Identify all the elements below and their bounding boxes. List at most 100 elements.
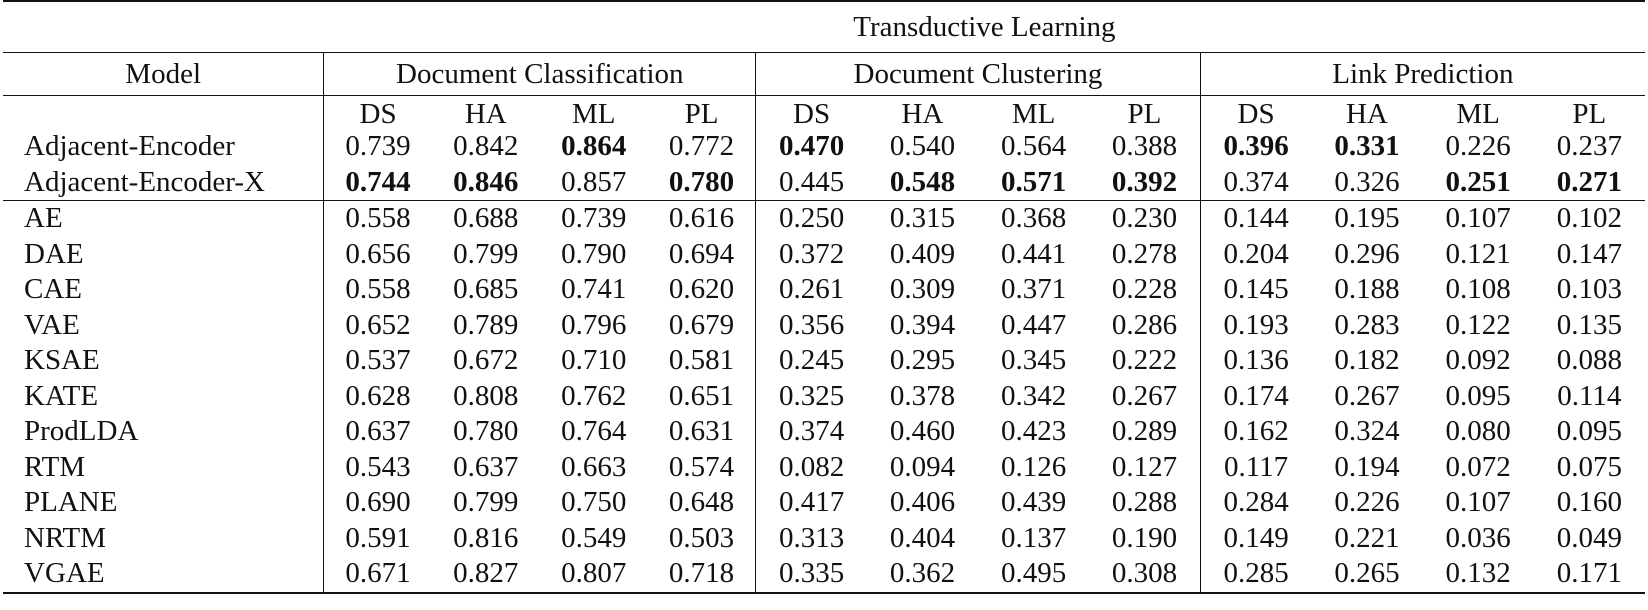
value-cell: 0.656 <box>323 236 432 272</box>
value-cell: 0.808 <box>453 379 519 412</box>
group-header-classification: Document Classification <box>323 52 756 96</box>
value-cell: 0.503 <box>668 521 735 554</box>
value-cell: 0.406 <box>889 486 956 519</box>
value-cell: 0.136 <box>1199 343 1312 379</box>
model-name-cell: NRTM <box>24 521 107 554</box>
value-cell: 0.114 <box>1557 379 1622 412</box>
value-cell: 0.637 <box>323 414 432 450</box>
value-cell: 0.267 <box>1334 379 1400 412</box>
value-cell: 0.423 <box>1000 415 1067 448</box>
value-cell: 0.417 <box>755 485 867 521</box>
value-cell: 0.807 <box>539 556 648 594</box>
value-cell: 0.221 <box>1334 521 1400 554</box>
value-cell: 0.495 <box>978 556 1090 594</box>
table-row: NRTM 0.591 0.816 0.549 0.503 0.313 0.404 0.137 0… <box>3 520 1645 556</box>
table-title: Transductive Learning <box>323 0 1645 53</box>
value-cell: 0.289 <box>1111 415 1178 448</box>
value-cell: 0.739 <box>539 200 648 237</box>
value-cell: 0.628 <box>323 378 432 414</box>
value-cell: 0.371 <box>1000 273 1067 306</box>
model-name-cell: DAE <box>24 237 84 270</box>
value-cell: 0.750 <box>561 486 627 519</box>
value-cell: 0.409 <box>889 237 956 270</box>
value-cell: 0.392 <box>1111 165 1178 198</box>
value-cell: 0.374 <box>1199 164 1312 201</box>
value-cell: 0.145 <box>1199 272 1312 308</box>
value-cell: 0.631 <box>668 415 735 448</box>
value-cell: 0.663 <box>561 450 627 483</box>
value-cell: 0.132 <box>1422 556 1534 594</box>
value-cell: 0.648 <box>668 486 735 519</box>
value-cell: 0.671 <box>323 556 432 594</box>
value-cell: 0.108 <box>1445 273 1511 306</box>
value-cell: 0.121 <box>1445 237 1511 270</box>
value-cell: 0.190 <box>1111 521 1178 554</box>
value-cell: 0.237 <box>1556 130 1622 163</box>
value-cell: 0.103 <box>1556 273 1622 306</box>
value-cell: 0.285 <box>1199 556 1312 594</box>
value-cell: 0.251 <box>1445 165 1511 198</box>
value-cell: 0.226 <box>1334 486 1400 519</box>
metric-header: ML <box>572 98 616 130</box>
model-name-cell: VGAE <box>3 556 324 594</box>
metric-header: PL <box>1572 98 1607 130</box>
value-cell: 0.082 <box>755 449 867 485</box>
value-cell: 0.283 <box>1334 308 1400 341</box>
value-cell: 0.127 <box>1111 450 1178 483</box>
value-cell: 0.404 <box>889 521 956 554</box>
value-cell: 0.857 <box>561 165 627 198</box>
value-cell: 0.762 <box>561 379 627 412</box>
value-cell: 0.764 <box>561 415 627 448</box>
value-cell: 0.441 <box>1000 237 1067 270</box>
value-cell: 0.245 <box>755 343 867 379</box>
model-name-cell: KSAE <box>24 344 100 377</box>
table-row: Adjacent-Encoder-X 0.744 0.846 0.857 0.780 0.… <box>3 164 1645 201</box>
metric-header: PL <box>1127 98 1162 130</box>
value-cell: 0.226 <box>1445 130 1511 163</box>
value-cell: 0.092 <box>1445 344 1511 377</box>
value-cell: 0.309 <box>889 273 956 306</box>
value-cell: 0.162 <box>1199 414 1312 450</box>
value-cell: 0.267 <box>1111 379 1178 412</box>
value-cell: 0.308 <box>1089 556 1201 594</box>
table-row: ProdLDA 0.637 0.780 0.764 0.631 0.374 0.460 0.4… <box>3 414 1645 450</box>
table-row: PLANE 0.690 0.799 0.750 0.648 0.417 0.406 0.439… <box>3 485 1645 521</box>
value-cell: 0.741 <box>561 273 627 306</box>
value-cell: 0.790 <box>561 237 627 270</box>
value-cell: 0.072 <box>1445 450 1511 483</box>
model-name-cell: VAE <box>24 308 80 341</box>
value-cell: 0.789 <box>453 308 519 341</box>
value-cell: 0.195 <box>1311 200 1423 237</box>
model-name-cell: Adjacent-Encoder <box>24 130 235 163</box>
value-cell: 0.288 <box>1111 486 1178 519</box>
value-cell: 0.394 <box>889 308 956 341</box>
metric-header: ML <box>1456 98 1500 130</box>
value-cell: 0.107 <box>1445 486 1511 519</box>
value-cell: 0.796 <box>561 308 627 341</box>
value-cell: 0.816 <box>453 521 519 554</box>
model-name-cell: AE <box>3 200 324 237</box>
value-cell: 0.075 <box>1556 450 1622 483</box>
model-name-cell: CAE <box>24 273 82 306</box>
value-cell: 0.685 <box>453 273 519 306</box>
value-cell: 0.117 <box>1199 449 1312 485</box>
value-cell: 0.094 <box>889 450 956 483</box>
metric-header: HA <box>464 98 507 130</box>
value-cell: 0.144 <box>1199 200 1312 237</box>
value-cell: 0.315 <box>866 200 978 237</box>
value-cell: 0.574 <box>668 450 735 483</box>
value-cell: 0.174 <box>1199 378 1312 414</box>
metric-header-row: DS HA ML PL DS HA ML PL DS HA ML PL <box>3 95 1645 130</box>
value-cell: 0.049 <box>1556 521 1622 554</box>
value-cell: 0.126 <box>1000 450 1067 483</box>
value-cell: 0.137 <box>1000 521 1067 554</box>
metric-header: ML <box>1011 98 1056 130</box>
value-cell: 0.780 <box>668 165 735 198</box>
table-row: Adjacent-Encoder 0.739 0.842 0.864 0.772 0.47… <box>3 129 1645 165</box>
value-cell: 0.549 <box>561 521 627 554</box>
table-row: KSAE 0.537 0.672 0.710 0.581 0.245 0.295 0.345 0… <box>3 343 1645 379</box>
value-cell: 0.651 <box>668 379 735 412</box>
value-cell: 0.228 <box>1111 273 1178 306</box>
value-cell: 0.088 <box>1556 344 1622 377</box>
value-cell: 0.193 <box>1199 307 1312 343</box>
